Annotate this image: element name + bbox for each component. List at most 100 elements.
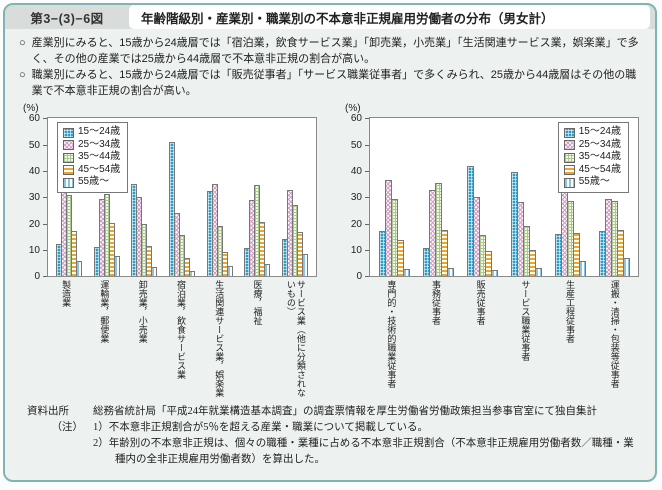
occupation-bar-chart: (%) 0 10 20 30 40 50 60 15〜24歳 25〜34歳 35〜44歳 45〜54歳… (341, 103, 639, 398)
bar-55歳〜-サービス職業従事者 (534, 268, 542, 277)
bar-55歳〜-運輸業，郵便業 (113, 255, 120, 277)
bars-row (370, 118, 638, 277)
bar-45〜54歳-製造業 (70, 230, 77, 277)
bar-55歳〜-生活関連サービス業，娯楽業 (226, 265, 233, 277)
x-label-slot: 生産工程従事者 (548, 280, 593, 388)
y-axis-tick-label: 20 (350, 218, 362, 230)
note-list: 1）不本意非正規割合が5％を超える産業・職業について掲載している。 2）年齢別の不… (93, 420, 641, 467)
legend-swatch-icon (63, 165, 74, 176)
category-label: 卸売業，小売業 (137, 280, 148, 344)
y-axis: 0 10 20 30 40 50 60 (19, 113, 47, 282)
y-axis-tick-label: 50 (28, 139, 40, 151)
bar-55歳〜-事務従事者 (446, 267, 454, 277)
y-axis-tick-mark (365, 171, 369, 173)
y-axis-tick-mark (43, 118, 47, 120)
summary-bullets: ○ 産業別にみると、15歳から24歳層では「宿泊業，飲食サービス業」「卸売業，小売… (19, 36, 643, 99)
note-label: （注） (51, 422, 84, 434)
bar-45〜54歳-事務従事者 (440, 229, 448, 277)
x-label-slot: 運輸業，郵便業 (85, 280, 123, 398)
y-axis-tick-label: 0 (356, 271, 362, 283)
legend-swatch-icon (563, 140, 575, 151)
legend-label: 55歳〜 (78, 176, 110, 188)
legend-swatch-icon (563, 177, 575, 188)
bar-55歳〜-製造業 (75, 260, 82, 277)
plot-area: 15〜24歳 25〜34歳 35〜44歳 45〜54歳 55歳〜 (369, 117, 639, 278)
bar-45〜54歳-運搬・清掃・包装等従事者 (616, 229, 624, 277)
legend-swatch-icon (563, 127, 575, 138)
bar-45〜54歳-生産工程従事者 (572, 233, 580, 277)
y-axis-tick-label: 10 (28, 245, 40, 257)
category-label: 専門的・技術的職業従事者 (386, 280, 397, 389)
x-label-slot: 販売従事者 (458, 280, 503, 388)
y-axis-tick-label: 40 (350, 166, 362, 178)
note-row: （注） 1）不本意非正規割合が5％を超える産業・職業について掲載している。 2）年… (27, 420, 641, 467)
legend-swatch-icon (563, 152, 575, 163)
y-axis-tick-mark (365, 197, 369, 199)
category-label: 製造業 (61, 280, 72, 308)
legend-label: 45〜54歳 (578, 163, 621, 175)
y-axis-tick-label: 30 (350, 192, 362, 204)
legend-item: 35〜44歳 (563, 151, 621, 164)
y-axis-unit-label: (%) (23, 103, 39, 115)
category-label: サービス業（他に分類されないもの） (285, 280, 306, 398)
y-axis-tick-mark (43, 144, 47, 146)
y-axis-tick-label: 20 (28, 218, 40, 230)
bullet-item: ○ 職業別にみると、15歳から24歳層では「販売従事者」「サービス職業従事者」で多… (19, 68, 643, 99)
x-label-slot: サービス業（他に分類されないもの） (277, 280, 315, 398)
legend-item: 25〜34歳 (63, 139, 120, 152)
bar-55歳〜-医療，福祉 (264, 263, 271, 277)
x-label-slot: 宿泊業，飲食サービス業 (162, 280, 200, 398)
legend-label: 35〜44歳 (78, 151, 121, 163)
note-item: 2）年齢別の不本意非正規は、個々の職種・業種に占める不本意非正規割合（不本意非正… (93, 437, 634, 465)
figure-number: 第3−(3)−6図 (30, 11, 104, 26)
legend-swatch-icon (63, 177, 74, 188)
bar-45〜54歳-専門的・技術的職業従事者 (396, 239, 404, 277)
y-axis-tick-mark (43, 197, 47, 199)
bar-45〜54歳-販売従事者 (484, 250, 492, 277)
x-label-slot: サービス職業従事者 (503, 280, 548, 388)
bar-group (131, 184, 158, 277)
bar-35〜44歳-専門的・技術的職業従事者 (390, 198, 398, 277)
bar-55歳〜-宿泊業，飲食サービス業 (188, 270, 195, 277)
figure-title: 年齢階級別・産業別・職業別の不本意非正規雇用労働者の分布（男女計） (141, 11, 554, 26)
x-label-slot: 製造業 (47, 280, 85, 398)
charts-row: (%) 0 10 20 30 40 50 60 15〜24歳 25〜34歳 35〜44歳 45〜54歳… (5, 101, 655, 398)
legend-label: 55歳〜 (578, 176, 610, 188)
legend-item: 15〜24歳 (63, 126, 120, 139)
bar-group (206, 183, 233, 277)
bullet-circle-icon: ○ (19, 69, 26, 82)
y-axis-tick-mark (43, 250, 47, 252)
y-axis-tick-mark (43, 171, 47, 173)
legend: 15〜24歳 25〜34歳 35〜44歳 45〜54歳 55歳〜 (57, 122, 129, 193)
legend-swatch-icon (63, 152, 74, 163)
bar-35〜44歳-生活関連サービス業，娯楽業 (216, 225, 223, 277)
bar-group (93, 194, 120, 277)
y-axis-tick-label: 60 (28, 113, 40, 125)
legend-swatch-icon (563, 165, 575, 176)
legend-item: 45〜54歳 (63, 164, 120, 177)
bar-group (510, 172, 542, 277)
category-label: 生産工程従事者 (565, 280, 576, 344)
bar-group (554, 189, 586, 277)
bar-55歳〜-運搬・清掃・包装等従事者 (622, 257, 630, 277)
x-label-slot: 生活関連サービス業，娯楽業 (200, 280, 238, 398)
plot-area: 15〜24歳 25〜34歳 35〜44歳 45〜54歳 55歳〜 (47, 117, 317, 278)
x-label-slot: 運搬・清掃・包装等従事者 (592, 280, 637, 388)
bars-row (48, 118, 316, 277)
legend-label: 25〜34歳 (78, 138, 121, 150)
bar-group (168, 142, 195, 277)
x-axis-labels: 専門的・技術的職業従事者 事務従事者 販売従事者 サービス職業従事者 生産工程従事者 運搬… (341, 277, 639, 388)
bar-45〜54歳-運輸業，郵便業 (108, 222, 115, 277)
legend-item: 15〜24歳 (563, 126, 621, 139)
bar-45〜54歳-宿泊業，飲食サービス業 (183, 258, 190, 277)
legend-item: 35〜44歳 (63, 151, 120, 164)
bullet-text: 職業別にみると、15歳から24歳層では「販売従事者」「サービス職業従事者」で多く… (31, 69, 637, 97)
plot-wrap: 0 10 20 30 40 50 60 15〜24歳 25〜34歳 35〜44歳 45〜54歳 55歳… (341, 113, 639, 282)
note-item: 1）不本意非正規割合が5％を超える産業・職業について掲載している。 (93, 422, 429, 434)
source-label: 資料出所 (27, 406, 69, 418)
x-label-slot: 専門的・技術的職業従事者 (369, 280, 414, 388)
bar-group (466, 165, 498, 277)
bar-55歳〜-専門的・技術的職業従事者 (402, 269, 410, 277)
legend-label: 15〜24歳 (578, 126, 621, 138)
category-label: 運輸業，郵便業 (99, 280, 110, 344)
